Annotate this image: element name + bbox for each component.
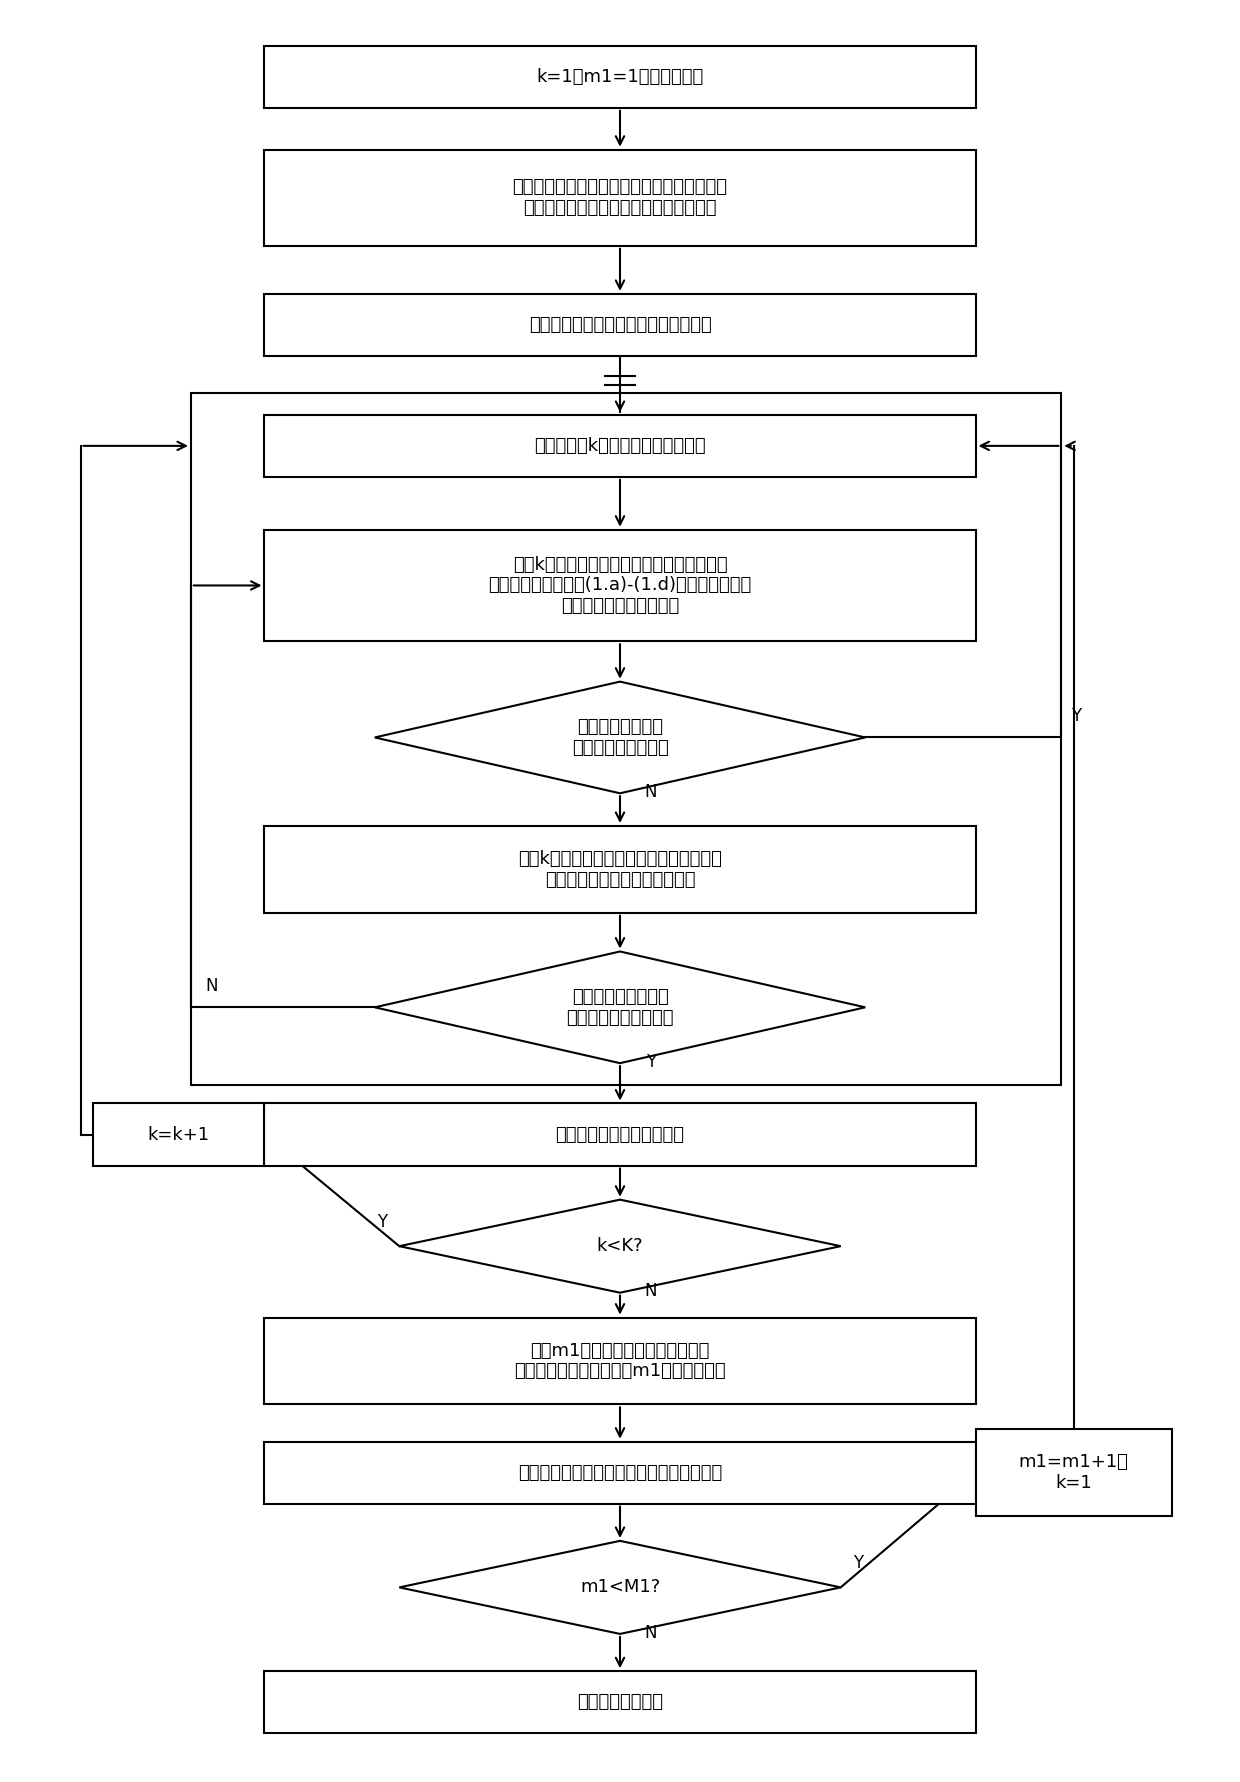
Polygon shape bbox=[399, 1199, 841, 1292]
Text: Y: Y bbox=[646, 1053, 656, 1071]
Text: Y: Y bbox=[853, 1554, 863, 1572]
Text: 记录当前选择的路径和长度: 记录当前选择的路径和长度 bbox=[556, 1126, 684, 1144]
Text: m1=m1+1，
k=1: m1=m1+1， k=1 bbox=[1019, 1452, 1128, 1492]
Text: N: N bbox=[206, 977, 218, 994]
FancyBboxPatch shape bbox=[264, 1317, 976, 1404]
Text: 从第m1轮所有蚂蚁寻找的路径中，
选择长度最短路径作为第m1轮的最优路径: 从第m1轮所有蚂蚁寻找的路径中， 选择长度最短路径作为第m1轮的最优路径 bbox=[515, 1342, 725, 1381]
FancyBboxPatch shape bbox=[976, 1429, 1172, 1516]
Text: 输出最优移动路径: 输出最优移动路径 bbox=[577, 1693, 663, 1711]
Text: N: N bbox=[645, 782, 657, 802]
Text: Y: Y bbox=[377, 1214, 387, 1231]
Text: N: N bbox=[645, 1623, 657, 1641]
FancyBboxPatch shape bbox=[264, 1103, 976, 1165]
Text: k=1，m1=1等参数初始化: k=1，m1=1等参数初始化 bbox=[537, 68, 703, 86]
Text: 已选路径是否全覆盖
监控区域内所有网格？: 已选路径是否全覆盖 监控区域内所有网格？ bbox=[567, 987, 673, 1026]
FancyBboxPatch shape bbox=[264, 415, 976, 478]
Text: 将监控区域划分成多个六边形网格，编码这些
网格中心和顶点，并计算这些位置的坐标: 将监控区域划分成多个六边形网格，编码这些 网格中心和顶点，并计算这些位置的坐标 bbox=[512, 178, 728, 217]
FancyBboxPatch shape bbox=[264, 825, 976, 912]
Polygon shape bbox=[374, 952, 866, 1064]
Text: N: N bbox=[645, 1283, 657, 1301]
FancyBboxPatch shape bbox=[264, 150, 976, 246]
Text: k<K?: k<K? bbox=[596, 1237, 644, 1255]
Polygon shape bbox=[374, 683, 866, 793]
Text: 计算每一个位置的下一个停留位置集合: 计算每一个位置的下一个停留位置集合 bbox=[528, 315, 712, 333]
FancyBboxPatch shape bbox=[264, 46, 976, 107]
Text: 蚂蚁k排除下一个停留位置集合中使当前路径
不符合约束条件（式(1.a)-(1.d)）的位置，建立
新的下一个停留位置集合: 蚂蚁k排除下一个停留位置集合中使当前路径 不符合约束条件（式(1.a)-(1.d… bbox=[489, 556, 751, 615]
Text: Y: Y bbox=[1071, 707, 1081, 725]
Text: 初始化蚂蚁k的初始位置和已选路径: 初始化蚂蚁k的初始位置和已选路径 bbox=[534, 437, 706, 454]
Text: 蚂蚁k选择下一个停留位置作为当前停留位
置，将该位置添加到已选路径中: 蚂蚁k选择下一个停留位置作为当前停留位 置，将该位置添加到已选路径中 bbox=[518, 850, 722, 889]
Text: 记录历史最优路径，更新所有位置的信息素: 记录历史最优路径，更新所有位置的信息素 bbox=[518, 1463, 722, 1481]
FancyBboxPatch shape bbox=[264, 1672, 976, 1734]
FancyBboxPatch shape bbox=[264, 529, 976, 642]
FancyBboxPatch shape bbox=[264, 294, 976, 356]
FancyBboxPatch shape bbox=[93, 1103, 264, 1165]
Polygon shape bbox=[399, 1541, 841, 1634]
Text: 新的下一个停留位
置集合是否是空集？: 新的下一个停留位 置集合是否是空集？ bbox=[572, 718, 668, 757]
Text: m1<M1?: m1<M1? bbox=[580, 1579, 660, 1597]
FancyBboxPatch shape bbox=[264, 1442, 976, 1504]
Text: k=k+1: k=k+1 bbox=[148, 1126, 210, 1144]
